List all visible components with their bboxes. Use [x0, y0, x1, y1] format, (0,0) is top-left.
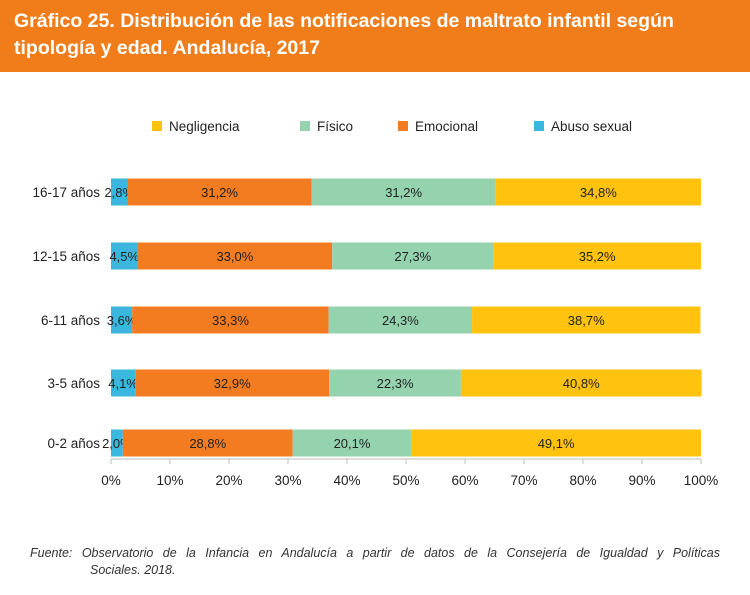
legend-swatch — [152, 121, 162, 131]
data-label: 20,1% — [334, 436, 371, 451]
chart-title: Gráfico 25. Distribución de las notifica… — [14, 10, 674, 59]
data-label: 27,3% — [394, 249, 431, 264]
legend-label: Negligencia — [169, 119, 240, 134]
stacked-bar-chart: Negligencia Físico Emocional Abuso sexual 16… — [32, 119, 719, 488]
data-label: 31,2% — [201, 185, 238, 200]
bar-segment — [332, 242, 494, 270]
legend-swatch — [398, 121, 408, 131]
x-tick-label: 100% — [684, 473, 719, 488]
data-label: 34,8% — [580, 185, 617, 200]
data-label: 31,2% — [385, 185, 422, 200]
x-tick-label: 20% — [215, 473, 242, 488]
category-label: 12-15 años — [32, 249, 100, 264]
bar-segment — [122, 429, 293, 457]
bar-segment — [493, 242, 701, 270]
x-tick-label: 90% — [628, 473, 655, 488]
data-label: 33,3% — [212, 313, 249, 328]
bar-segment — [495, 178, 701, 206]
data-label: 49,1% — [538, 436, 575, 451]
bar-segment — [292, 429, 412, 457]
category-label: 16-17 años — [32, 185, 100, 200]
category-label: 0-2 años — [47, 436, 100, 451]
legend-label: Abuso sexual — [551, 119, 632, 134]
x-tick-label: 10% — [156, 473, 183, 488]
data-label: 2,8% — [104, 185, 134, 200]
x-tick-label: 70% — [510, 473, 537, 488]
source-line-1: Fuente: Observatorio de la Infancia en A… — [30, 546, 720, 560]
bar-segment — [111, 429, 123, 457]
legend-label: Físico — [317, 119, 353, 134]
data-label: 22,3% — [377, 376, 414, 391]
legend-swatch — [300, 121, 310, 131]
x-tick-label: 60% — [451, 473, 478, 488]
x-tick-label: 80% — [569, 473, 596, 488]
bar-segment — [411, 429, 701, 457]
data-label: 28,8% — [189, 436, 226, 451]
bar-segment — [111, 178, 128, 206]
bar-segment — [111, 242, 138, 270]
bar-segment — [311, 178, 496, 206]
x-tick-label: 30% — [274, 473, 301, 488]
category-label: 3-5 años — [47, 376, 100, 391]
bar-segment — [460, 369, 702, 397]
data-label: 40,8% — [563, 376, 600, 391]
data-label: 4,1% — [108, 376, 138, 391]
data-label: 3,6% — [107, 313, 137, 328]
bar-segment — [329, 369, 461, 397]
x-tick-label: 50% — [392, 473, 419, 488]
chart-header: Gráfico 25. Distribución de las notifica… — [0, 0, 750, 72]
data-label: 4,5% — [109, 249, 139, 264]
data-label: 38,7% — [568, 313, 605, 328]
legend-label: Emocional — [415, 119, 478, 134]
x-tick-label: 40% — [333, 473, 360, 488]
source-line-2: Sociales. 2018. — [90, 563, 176, 577]
bar-segment — [137, 242, 333, 270]
data-label: 33,0% — [216, 249, 253, 264]
bar-segment — [132, 306, 329, 334]
source-note: Fuente: Observatorio de la Infancia en A… — [30, 545, 720, 579]
bar-segment — [127, 178, 312, 206]
x-tick-label: 0% — [101, 473, 121, 488]
data-label: 35,2% — [579, 249, 616, 264]
category-label: 6-11 años — [41, 313, 100, 328]
bar-segment — [328, 306, 473, 334]
legend-swatch — [534, 121, 544, 131]
bar-segment — [111, 306, 133, 334]
bar-segment — [472, 306, 701, 334]
data-label: 24,3% — [382, 313, 419, 328]
bar-segment — [111, 369, 136, 397]
bar-segment — [135, 369, 330, 397]
data-label: 32,9% — [214, 376, 251, 391]
